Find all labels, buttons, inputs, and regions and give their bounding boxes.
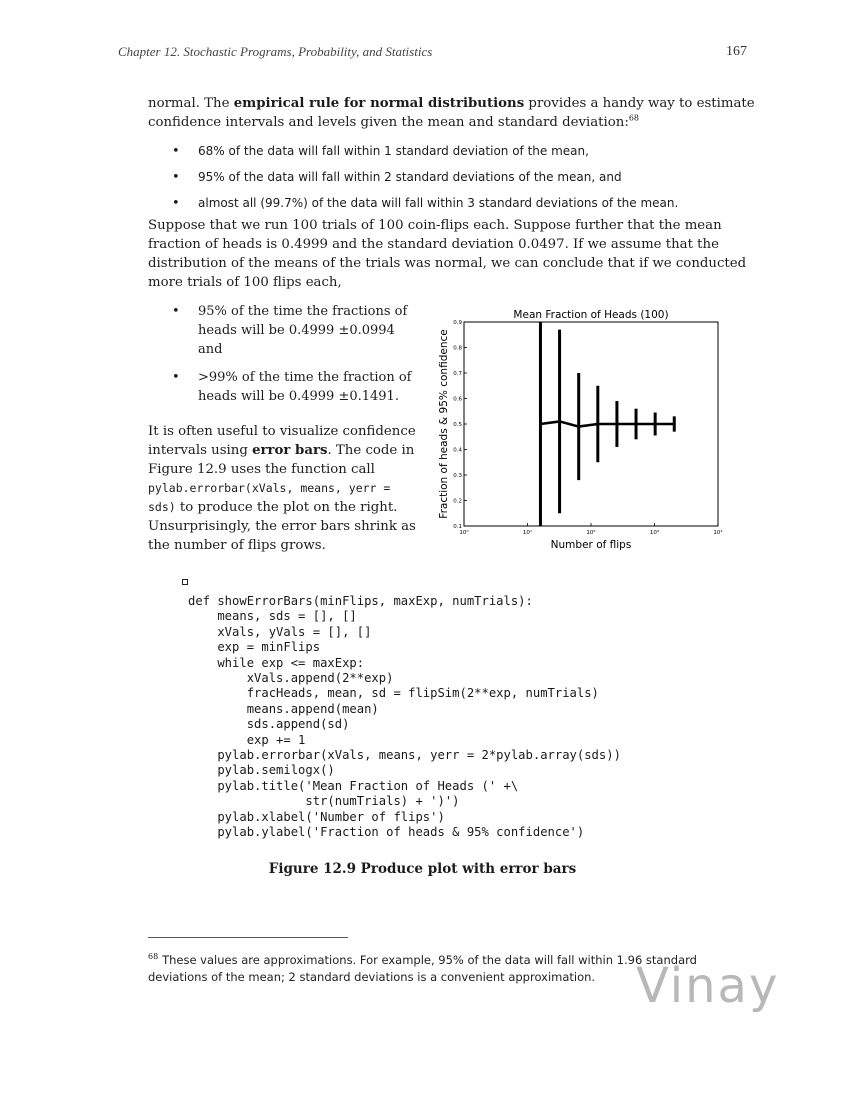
chart-svg: Mean Fraction of Heads (100) Number of fl… bbox=[438, 309, 723, 551]
y-tick-label: 0.2 bbox=[453, 499, 462, 505]
code-line: exp = minFlips bbox=[217, 640, 321, 655]
code-line: means.append(mean) bbox=[246, 701, 379, 716]
code-line: xVals, yVals = [], [] bbox=[217, 624, 372, 639]
code-line: def showErrorBars(minFlips, maxExp, numT… bbox=[188, 594, 533, 608]
x-tick-label: 10³ bbox=[650, 529, 659, 536]
code-line: pylab.errorbar(xVals, means, yerr = 2*py… bbox=[217, 748, 621, 763]
x-tick-label: 10² bbox=[586, 529, 595, 536]
y-tick-label: 0.6 bbox=[453, 397, 462, 403]
intro-text: normal. The bbox=[148, 96, 234, 111]
y-axis-label: Fraction of heads & 95% confidence bbox=[438, 329, 450, 518]
footnote-ref[interactable]: 68 bbox=[628, 113, 639, 123]
watermark-signature: Vinay bbox=[636, 958, 780, 1014]
left-column: • 95% of the time the fractions of heads … bbox=[148, 302, 416, 555]
errorbar-paragraph: It is often useful to visualize confiden… bbox=[148, 422, 416, 555]
list-item-text: 95% of the time the fractions of heads w… bbox=[198, 304, 408, 357]
y-tick-label: 0.9 bbox=[453, 320, 462, 326]
y-tick-label: 0.3 bbox=[453, 473, 462, 479]
list-item: • 95% of the data will fall within 2 stan… bbox=[148, 168, 768, 187]
x-tick-label: 10⁴ bbox=[713, 529, 723, 536]
code-line: means, sds = [], [] bbox=[217, 609, 357, 624]
code-line: str(numTrials) + ')') bbox=[305, 794, 460, 809]
y-tick-label: 0.8 bbox=[453, 346, 462, 352]
list-item-text: 95% of the data will fall within 2 stand… bbox=[198, 170, 622, 184]
code-line: sds.append(sd) bbox=[246, 717, 350, 732]
footnote-divider bbox=[148, 937, 348, 938]
code-line: while exp <= maxExp: bbox=[217, 655, 365, 670]
footnote-marker: 68 bbox=[148, 951, 159, 961]
inline-code: pylab.errorbar(xVals, means, yerr = sds) bbox=[148, 481, 391, 514]
series-line bbox=[540, 420, 675, 428]
chart-title: Mean Fraction of Heads (100) bbox=[513, 309, 668, 321]
code-line: pylab.title('Mean Fraction of Heads (' +… bbox=[217, 778, 519, 793]
running-head: Chapter 12. Stochastic Programs, Probabi… bbox=[118, 44, 433, 59]
code-line: xVals.append(2**exp) bbox=[246, 671, 394, 686]
bullet-icon: • bbox=[172, 196, 180, 211]
figure-caption: Figure 12.9 Produce plot with error bars bbox=[268, 861, 577, 877]
code-line: fracHeads, mean, sd = flipSim(2**exp, nu… bbox=[246, 686, 599, 701]
page-number: 167 bbox=[726, 44, 747, 59]
empirical-rule-list: • 68% of the data will fall within 1 stan… bbox=[148, 142, 768, 220]
code-line: pylab.semilogx() bbox=[217, 763, 335, 778]
bullet-icon: • bbox=[172, 370, 180, 385]
list-item: • >99% of the time the fraction of heads … bbox=[148, 368, 416, 406]
y-tick-label: 0.1 bbox=[453, 524, 462, 530]
error-bars-term: error bars bbox=[252, 443, 328, 458]
bullet-icon: • bbox=[172, 170, 180, 185]
intro-paragraph: normal. The empirical rule for normal di… bbox=[148, 94, 758, 132]
result-list: • 95% of the time the fractions of heads … bbox=[148, 302, 416, 406]
code-line: pylab.xlabel('Number of flips') bbox=[217, 809, 445, 824]
errorbar-chart: Mean Fraction of Heads (100) Number of fl… bbox=[430, 304, 730, 564]
errorbar-text-mid: . The code in Figure 12.9 uses the funct… bbox=[148, 443, 415, 477]
x-tick-label: 10¹ bbox=[523, 529, 532, 536]
bullet-icon: • bbox=[172, 144, 180, 159]
code-line: exp += 1 bbox=[246, 732, 306, 747]
list-item: • 68% of the data will fall within 1 stan… bbox=[148, 142, 768, 161]
suppose-paragraph: Suppose that we run 100 trials of 100 co… bbox=[148, 218, 747, 290]
errorbar-text-end: to produce the plot on the right. Unsurp… bbox=[148, 500, 416, 553]
code-marker-icon bbox=[182, 579, 188, 585]
list-item: • almost all (99.7%) of the data will fal… bbox=[148, 194, 768, 213]
list-item-text: >99% of the time the fraction of heads w… bbox=[198, 370, 412, 404]
footnote: 68 These values are approximations. For … bbox=[148, 952, 748, 986]
x-tick-label: 10⁰ bbox=[459, 529, 469, 536]
bullet-icon: • bbox=[172, 304, 180, 319]
list-item-text: almost all (99.7%) of the data will fall… bbox=[198, 196, 679, 210]
code-listing: def showErrorBars(minFlips, maxExp, numT… bbox=[188, 594, 621, 841]
errorbar-text: It is often useful to visualize confiden… bbox=[148, 424, 416, 458]
x-axis-label: Number of flips bbox=[551, 539, 632, 551]
list-item: • 95% of the time the fractions of heads … bbox=[148, 302, 416, 359]
list-item-text: 68% of the data will fall within 1 stand… bbox=[198, 144, 589, 158]
intro-text-rest: provides a handy way to estimate confide… bbox=[148, 96, 755, 130]
empirical-rule-term: empirical rule for normal distributions bbox=[233, 96, 525, 111]
y-tick-label: 0.4 bbox=[453, 448, 462, 454]
code-line: pylab.ylabel('Fraction of heads & 95% co… bbox=[217, 825, 585, 840]
footnote-text: These values are approximations. For exa… bbox=[148, 953, 697, 984]
y-tick-label: 0.7 bbox=[453, 371, 462, 377]
y-tick-label: 0.5 bbox=[453, 422, 462, 428]
